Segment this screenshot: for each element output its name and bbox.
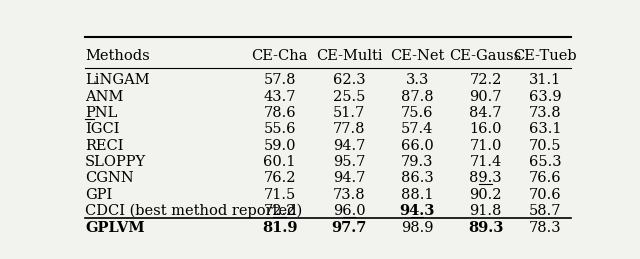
Text: CE-Tueb: CE-Tueb [513, 49, 577, 63]
Text: CE-Multi: CE-Multi [316, 49, 382, 63]
Text: LiNGAM: LiNGAM [85, 73, 150, 87]
Text: 89.3: 89.3 [468, 221, 503, 235]
Text: CE-Net: CE-Net [390, 49, 444, 63]
Text: 96.0: 96.0 [333, 204, 365, 218]
Text: 57.8: 57.8 [264, 73, 296, 87]
Text: 55.6: 55.6 [264, 122, 296, 136]
Text: 90.7: 90.7 [469, 90, 502, 104]
Text: 86.3: 86.3 [401, 171, 434, 185]
Text: Methods: Methods [85, 49, 150, 63]
Text: ANM: ANM [85, 90, 124, 104]
Text: 66.0: 66.0 [401, 139, 434, 153]
Text: 60.1: 60.1 [264, 155, 296, 169]
Text: 87.8: 87.8 [401, 90, 433, 104]
Text: GPI: GPI [85, 188, 112, 202]
Text: 16.0: 16.0 [469, 122, 502, 136]
Text: 63.9: 63.9 [529, 90, 561, 104]
Text: PNL: PNL [85, 106, 117, 120]
Text: 71.4: 71.4 [469, 155, 502, 169]
Text: 84.7: 84.7 [469, 106, 502, 120]
Text: 89.3: 89.3 [469, 171, 502, 185]
Text: 43.7: 43.7 [264, 90, 296, 104]
Text: 75.6: 75.6 [401, 106, 433, 120]
Text: 81.9: 81.9 [262, 221, 298, 235]
Text: 31.1: 31.1 [529, 73, 561, 87]
Text: CDCI (best method reported): CDCI (best method reported) [85, 204, 302, 218]
Text: 79.3: 79.3 [401, 155, 433, 169]
Text: 58.7: 58.7 [529, 204, 561, 218]
Text: 57.4: 57.4 [401, 122, 433, 136]
Text: GPLVM: GPLVM [85, 221, 145, 235]
Text: 25.5: 25.5 [333, 90, 365, 104]
Text: 71.5: 71.5 [264, 188, 296, 202]
Text: 63.1: 63.1 [529, 122, 561, 136]
Text: 78.6: 78.6 [263, 106, 296, 120]
Text: CE-Gauss: CE-Gauss [449, 49, 522, 63]
Text: IGCI: IGCI [85, 122, 120, 136]
Text: SLOPPY: SLOPPY [85, 155, 146, 169]
Text: RECI: RECI [85, 139, 124, 153]
Text: 62.3: 62.3 [333, 73, 365, 87]
Text: 59.0: 59.0 [264, 139, 296, 153]
Text: 90.2: 90.2 [469, 188, 502, 202]
Text: 65.3: 65.3 [529, 155, 561, 169]
Text: 73.8: 73.8 [333, 188, 365, 202]
Text: 77.8: 77.8 [333, 122, 365, 136]
Text: 70.6: 70.6 [529, 188, 561, 202]
Text: 73.8: 73.8 [529, 106, 561, 120]
Text: 91.8: 91.8 [469, 204, 502, 218]
Text: 51.7: 51.7 [333, 106, 365, 120]
Text: 72.2: 72.2 [264, 204, 296, 218]
Text: CGNN: CGNN [85, 171, 134, 185]
Text: 94.7: 94.7 [333, 171, 365, 185]
Text: 72.2: 72.2 [469, 73, 502, 87]
Text: 70.5: 70.5 [529, 139, 561, 153]
Text: 97.7: 97.7 [332, 221, 367, 235]
Text: 88.1: 88.1 [401, 188, 433, 202]
Text: 3.3: 3.3 [406, 73, 429, 87]
Text: 71.0: 71.0 [469, 139, 502, 153]
Text: CE-Cha: CE-Cha [252, 49, 308, 63]
Text: 76.2: 76.2 [264, 171, 296, 185]
Text: 78.3: 78.3 [529, 221, 561, 235]
Text: 95.7: 95.7 [333, 155, 365, 169]
Text: 94.7: 94.7 [333, 139, 365, 153]
Text: 76.6: 76.6 [529, 171, 561, 185]
Text: 94.3: 94.3 [399, 204, 435, 218]
Text: 98.9: 98.9 [401, 221, 433, 235]
